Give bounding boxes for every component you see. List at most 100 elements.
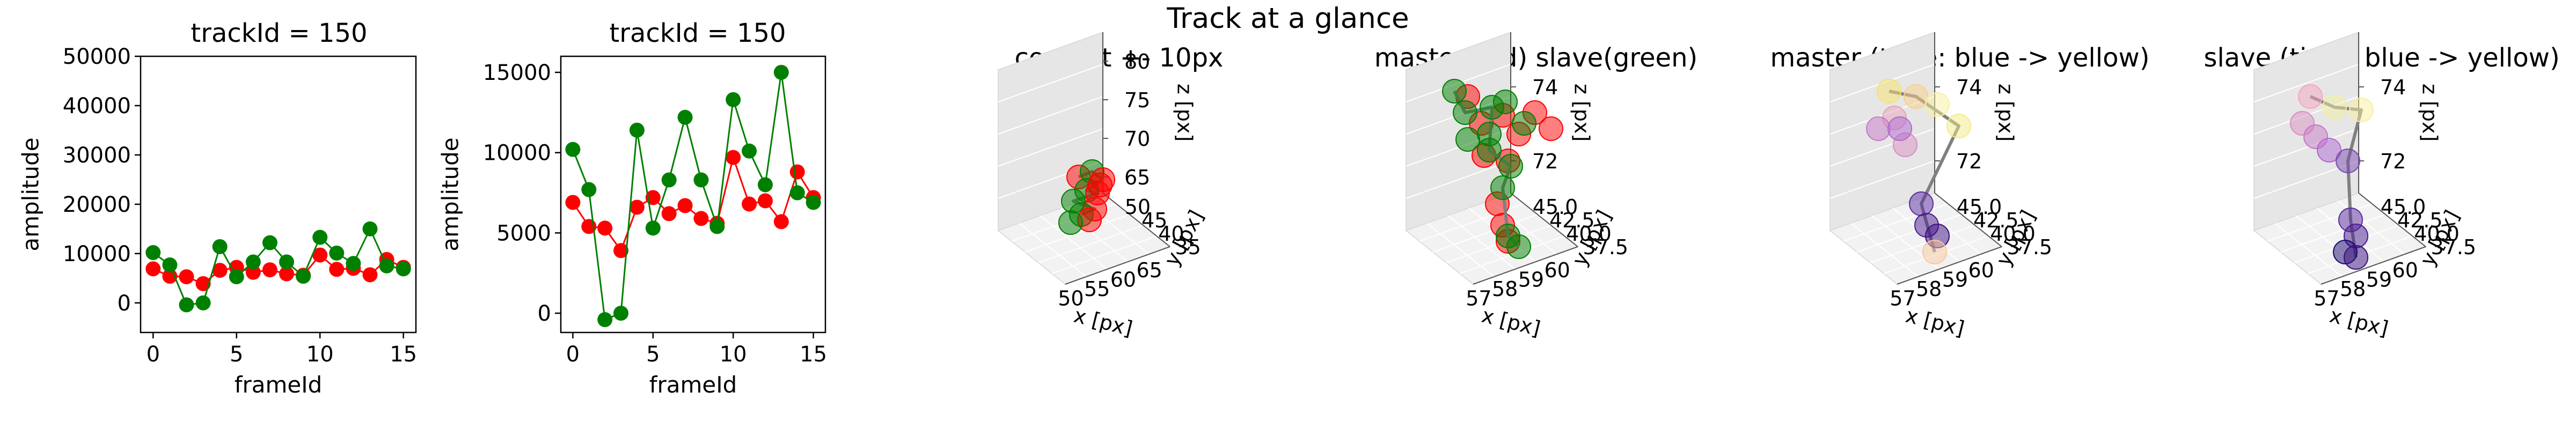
figure-suptitle: Track at a glance (1167, 2, 1409, 35)
grid-line (1051, 235, 1157, 274)
marker (2336, 149, 2360, 173)
z-axis-label: z [px] (1173, 84, 1197, 142)
amplitude-chart-1: 0 5 10 15 0 10000 20000 30000 40000 50000 frameId a… (18, 45, 418, 398)
data-point-green (212, 239, 228, 254)
x-tick-label: 65 (1136, 258, 1162, 282)
x-tick-label: 0 (147, 342, 160, 367)
y-tick-label: 50 (1125, 195, 1151, 219)
x-tick-label: 10 (306, 342, 334, 367)
marker (1909, 191, 1934, 216)
data-point-red (245, 264, 261, 280)
y-tick-label: 40.0 (1990, 222, 2036, 246)
x-tick-label: 60 (1544, 258, 1570, 282)
grid-line (1432, 214, 1538, 253)
z-axis-label: z [px] (1570, 84, 1594, 142)
y-axis-line (2358, 193, 2426, 247)
y-tick-label: 40 (1158, 222, 1184, 246)
data-point-red (597, 220, 613, 236)
z-tick-label: 74 (2380, 76, 2406, 99)
x-tick-label: 58 (2340, 277, 2366, 301)
data-point-red (773, 214, 789, 230)
data-point-red (179, 269, 194, 285)
y-tick-label: 45.0 (1957, 195, 2002, 219)
data-point-red (212, 263, 228, 278)
y-tick-label: 45 (1141, 209, 1167, 232)
x-axis-line (2321, 246, 2426, 285)
data-point-green (145, 245, 161, 261)
z-tick-label: 72 (2380, 150, 2406, 173)
y-tick-label: 0 (538, 301, 551, 326)
grid-line (1406, 160, 1511, 199)
z-tick-label: 75 (1124, 88, 1150, 112)
data-point-green (296, 269, 311, 284)
data-point-green (565, 142, 581, 157)
data-point-green (379, 258, 394, 273)
data-point-green (262, 235, 277, 250)
grid-line (1038, 225, 1144, 263)
data-point-red (565, 195, 581, 210)
data-point-green (629, 122, 645, 138)
marker (1477, 138, 1502, 162)
z-tick-label: 80 (1124, 50, 1150, 73)
panel1-title: trackId = 150 (191, 18, 368, 48)
x-tick-label: 57 (1466, 286, 1491, 310)
plot-frame (560, 55, 826, 334)
data-point-green (346, 256, 361, 271)
x-axis-label: x [px] (1072, 304, 1135, 341)
x-tick-label: 5 (230, 342, 243, 367)
x-tick-label: 59 (1518, 268, 1544, 291)
grid-line (1870, 225, 1975, 263)
data-point-green (329, 245, 345, 261)
data-point-red (279, 266, 295, 282)
y-axis-line (1102, 193, 1170, 247)
data-point-green (162, 257, 178, 273)
x-axis-label: x [px] (1904, 304, 1967, 341)
data-point-green (179, 297, 194, 313)
y-tick-label: 42.5 (1549, 209, 1595, 232)
data-point-red (629, 199, 645, 215)
data-point-red (661, 206, 677, 221)
data-point-red (362, 267, 378, 283)
x-tick-label: 58 (1492, 277, 1518, 301)
z-axis-label: z [px] (1994, 84, 2018, 142)
plot-frame (140, 55, 417, 334)
x-tick-label: 55 (1084, 277, 1110, 301)
x-axis-label: x [px] (2328, 304, 2391, 341)
x-tick-label: 60 (1110, 268, 1136, 291)
y-tick-label: 40.0 (1566, 222, 1612, 246)
y-tick-label: 50000 (63, 45, 131, 69)
data-point-red (329, 262, 345, 277)
z-tick-label: 72 (1956, 150, 1982, 173)
x-axis-label: x [px] (1480, 304, 1543, 341)
grid-line (1850, 223, 1919, 277)
marker (1922, 240, 1947, 264)
y-axis-label: amplitude (18, 137, 44, 251)
marker (1866, 116, 1891, 141)
grid-line (1829, 160, 1935, 199)
y-tick-label: 10000 (483, 141, 551, 166)
data-point-green (581, 182, 597, 197)
series-line-green (152, 227, 404, 306)
data-point-green (806, 195, 821, 210)
grid-line (998, 96, 1103, 135)
data-point-green (645, 220, 661, 236)
data-point-green (773, 64, 789, 80)
y-tick-label: 42.5 (2397, 209, 2443, 232)
y-axis-line (1510, 193, 1578, 247)
data-point-green (677, 109, 693, 125)
y-tick-label: 37.5 (2431, 235, 2477, 259)
data-point-red (145, 261, 161, 277)
data-point-green (742, 143, 757, 159)
x-tick-label: 50 (1058, 286, 1084, 310)
y-axis-label: amplitude (437, 137, 464, 251)
grid-line (998, 64, 1103, 102)
marker (1506, 234, 1531, 259)
data-point-red (312, 247, 328, 263)
data-point-green (613, 306, 629, 321)
data-point-green (312, 230, 328, 245)
x-tick-label: 5 (646, 342, 660, 367)
grid-line (2280, 214, 2386, 253)
marker (1498, 154, 1523, 179)
marker (1453, 100, 1477, 125)
